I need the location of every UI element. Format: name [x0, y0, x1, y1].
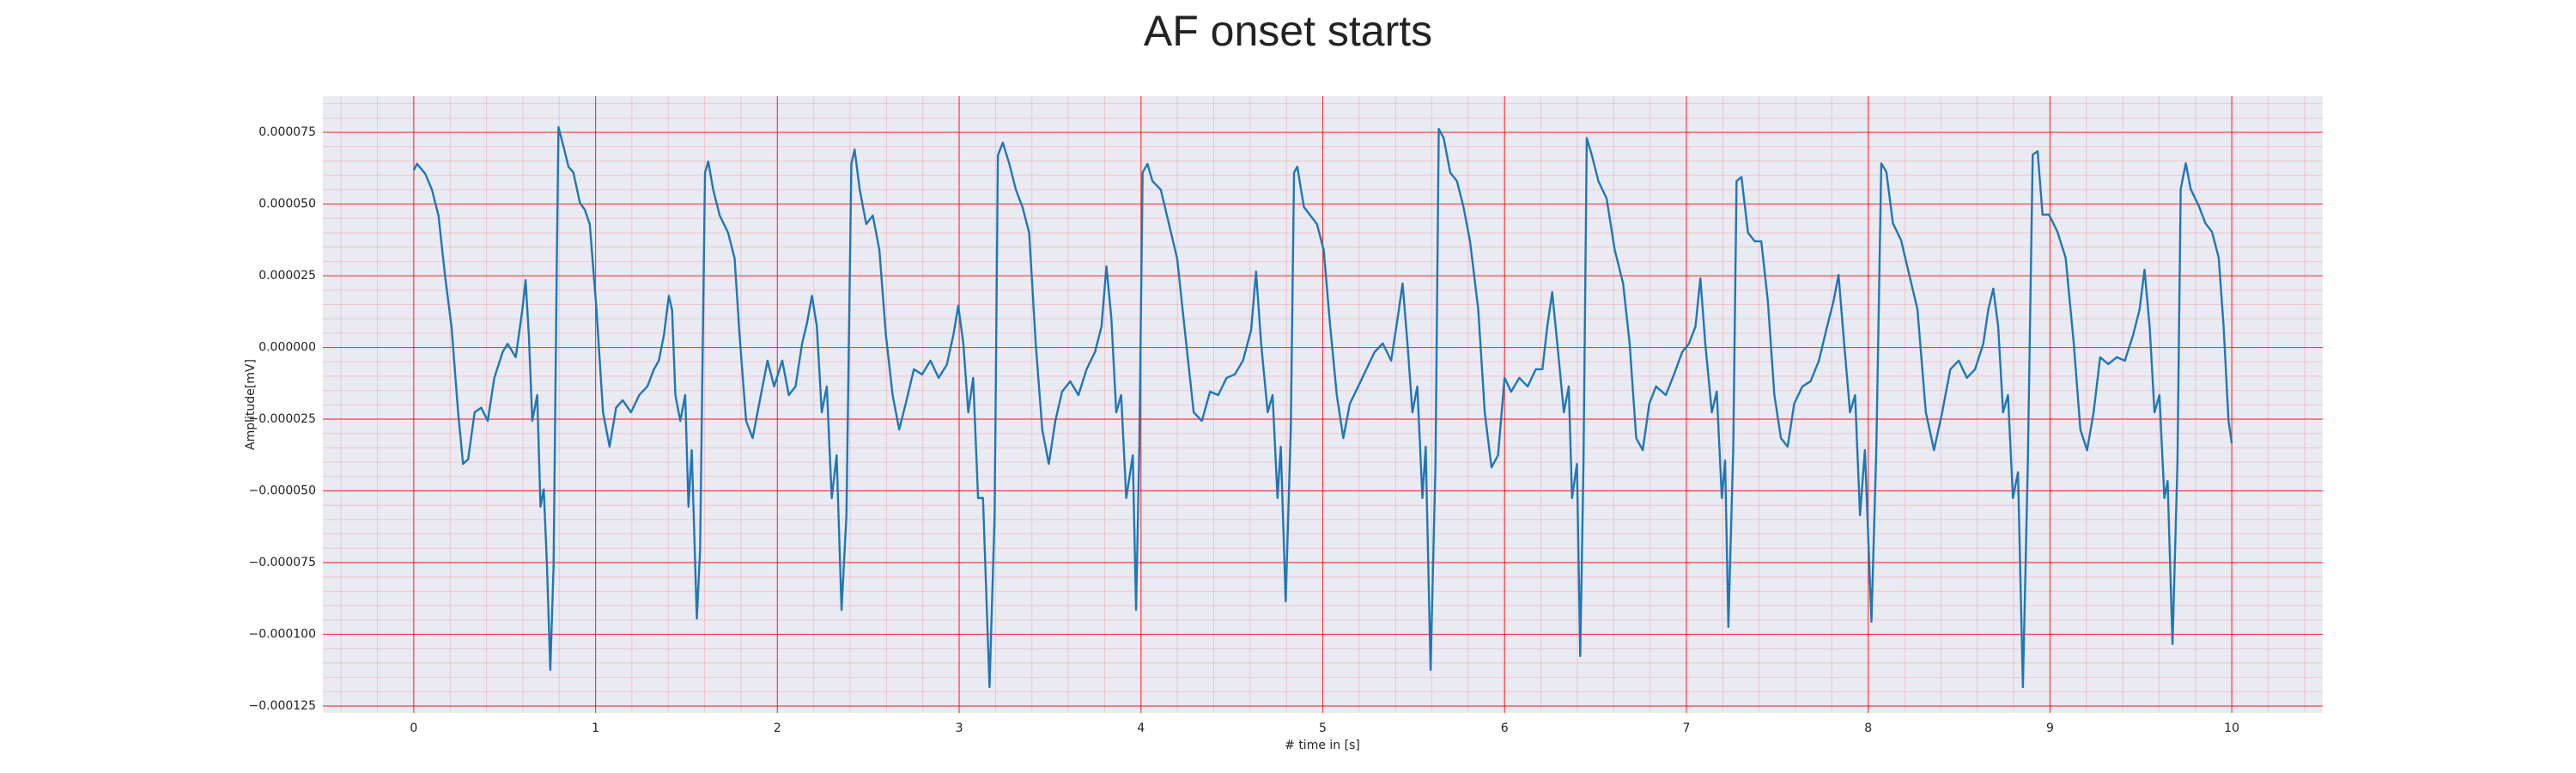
x-tick-label: 10 — [2224, 721, 2239, 735]
signal-line — [412, 125, 2233, 689]
x-axis-label: # time in [s] — [1285, 739, 1360, 752]
x-tick-label: 8 — [1864, 721, 1872, 735]
x-tick-label: 9 — [2046, 721, 2054, 735]
x-tick-label: 3 — [956, 721, 963, 735]
x-tick-label: 0 — [410, 721, 417, 735]
y-tick-label: −0.000125 — [248, 699, 316, 713]
y-tick-label: 0.000000 — [258, 341, 316, 355]
y-tick-label: −0.000100 — [248, 627, 316, 641]
y-tick-label: 0.000050 — [258, 198, 316, 211]
chart-title: AF onset starts — [1144, 7, 1432, 55]
y-axis-label: Amplitude[mV] — [244, 359, 258, 450]
y-tick-label: −0.000075 — [248, 556, 316, 569]
y-tick-label: 0.000025 — [258, 269, 316, 283]
marks — [412, 125, 2233, 689]
y-tick-label: 0.000075 — [258, 125, 316, 139]
x-tick-label: 7 — [1682, 721, 1690, 735]
x-tick-label: 2 — [774, 721, 781, 735]
x-tick-label: 4 — [1137, 721, 1145, 735]
y-tick-label: −0.000050 — [248, 484, 316, 498]
y-tick-label: −0.000025 — [248, 412, 316, 426]
grid — [323, 96, 2323, 713]
x-tick-label: 1 — [592, 721, 599, 735]
x-tick-label: 5 — [1319, 721, 1327, 735]
x-tick-label: 6 — [1501, 721, 1509, 735]
